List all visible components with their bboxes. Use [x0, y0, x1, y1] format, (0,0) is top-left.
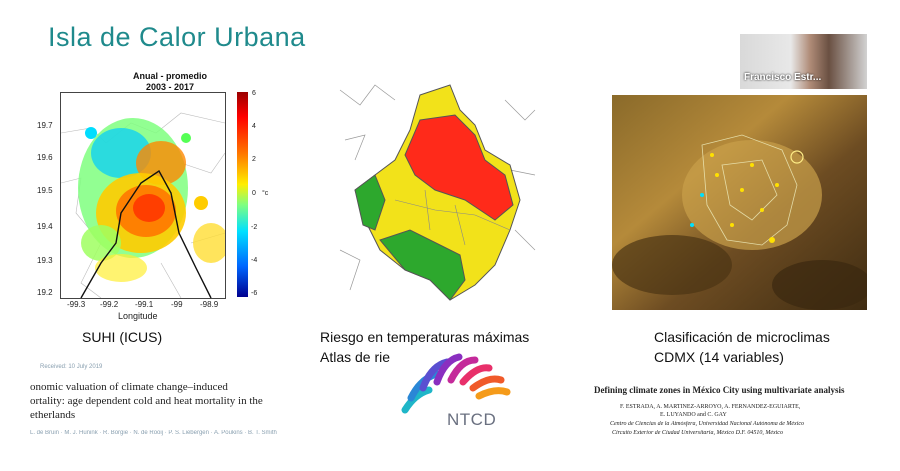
heatmap-title-line1: Anual - promedio: [133, 71, 207, 81]
colorbar: [237, 92, 248, 297]
y-tick: 19.2: [37, 288, 53, 297]
webcam-video[interactable]: [740, 34, 867, 89]
climate-paper-title: Defining climate zones in México City us…: [594, 385, 845, 395]
heatmap-graphic: [61, 93, 225, 298]
y-tick: 19.6: [37, 153, 53, 162]
y-tick: 19.5: [37, 186, 53, 195]
colorbar-tick: 0: [252, 190, 256, 197]
ntcd-logo-icon: [401, 353, 511, 414]
y-tick: 19.3: [37, 256, 53, 265]
paper-title-line3: etherlands: [30, 409, 76, 421]
x-tick: -99.2: [100, 300, 119, 309]
heatmap-title: Anual - promedio 2003 - 2017: [95, 71, 245, 93]
x-tick: -98.9: [200, 300, 219, 309]
colorbar-tick: 2: [252, 156, 256, 163]
colorbar-tick: 4: [252, 123, 256, 130]
colorbar-tick: -6: [251, 290, 258, 297]
x-axis-label: Longitude: [118, 311, 158, 321]
heatmap-caption: SUHI (ICUS): [82, 329, 163, 345]
heatmap-plot: [60, 92, 226, 299]
paper-title: onomic valuation of climate change–induc…: [30, 380, 263, 422]
paper-received-date: Received: 10 July 2019: [40, 364, 103, 370]
x-tick: -99: [171, 300, 183, 309]
paper-authors: L. de Bruin · M. J. Hunink · R. Borgie ·…: [30, 430, 277, 436]
y-tick: 19.7: [37, 121, 53, 130]
colorbar-tick: -4: [251, 257, 258, 264]
climate-paper-affiliation-1: Centro de Ciencias de la Atmósfera, Univ…: [610, 421, 805, 427]
climate-paper-authors-2: E. LUYANDO and C. GAY: [660, 412, 727, 418]
risk-caption-line1: Riesgo en temperaturas máximas: [320, 329, 530, 345]
paper-title-line1: onomic valuation of climate change–induc…: [30, 381, 228, 393]
x-tick: -99.1: [135, 300, 154, 309]
microclimate-map: [612, 95, 867, 310]
colorbar-tick: -2: [251, 224, 258, 231]
y-tick: 19.4: [37, 222, 53, 231]
risk-caption-line2: Atlas de rie: [320, 349, 391, 365]
climate-paper-authors: F. ESTRADA, A. MARTINEZ-ARROYO, A. FERNA…: [620, 404, 801, 410]
webcam-participant-name: Francisco Estr...: [744, 72, 822, 83]
colorbar-unit: °c: [262, 190, 269, 197]
colorbar-tick: 6: [252, 90, 256, 97]
paper-title-line2: ortality: age dependent cold and heat mo…: [30, 395, 263, 407]
micro-caption-line2: CDMX (14 variables): [654, 349, 784, 365]
micro-caption-line1: Clasificación de microclimas: [654, 329, 830, 345]
heatmap-title-line2: 2003 - 2017: [145, 82, 195, 92]
climate-paper-affiliation-2: Circuito Exterior de Ciudad Universitari…: [612, 430, 783, 436]
risk-map: [339, 84, 536, 301]
slide-title: Isla de Calor Urbana: [48, 22, 306, 52]
ntcd-logo-text: NTCD: [447, 410, 497, 429]
x-tick: -99.3: [67, 300, 86, 309]
